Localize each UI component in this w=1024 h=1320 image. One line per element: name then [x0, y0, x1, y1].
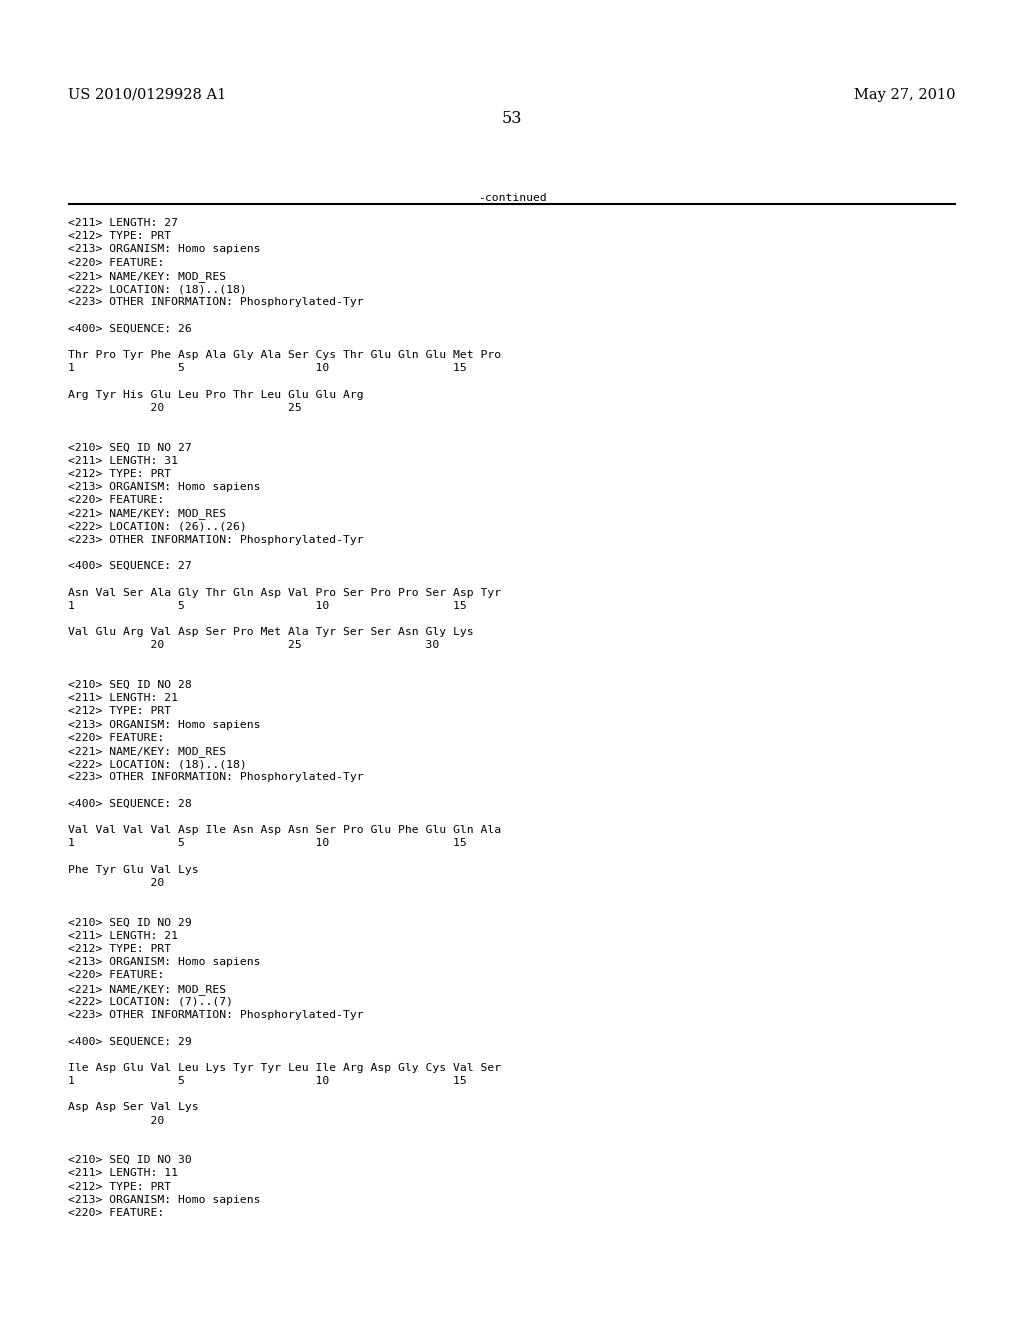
Text: <212> TYPE: PRT: <212> TYPE: PRT	[68, 231, 171, 242]
Text: <212> TYPE: PRT: <212> TYPE: PRT	[68, 1181, 171, 1192]
Text: -continued: -continued	[477, 193, 547, 203]
Text: <210> SEQ ID NO 27: <210> SEQ ID NO 27	[68, 442, 191, 453]
Text: Asp Asp Ser Val Lys: Asp Asp Ser Val Lys	[68, 1102, 199, 1113]
Text: <212> TYPE: PRT: <212> TYPE: PRT	[68, 944, 171, 954]
Text: Thr Pro Tyr Phe Asp Ala Gly Ala Ser Cys Thr Glu Gln Glu Met Pro: Thr Pro Tyr Phe Asp Ala Gly Ala Ser Cys …	[68, 350, 501, 360]
Text: <222> LOCATION: (7)..(7): <222> LOCATION: (7)..(7)	[68, 997, 233, 1007]
Text: Asn Val Ser Ala Gly Thr Gln Asp Val Pro Ser Pro Pro Ser Asp Tyr: Asn Val Ser Ala Gly Thr Gln Asp Val Pro …	[68, 587, 501, 598]
Text: <220> FEATURE:: <220> FEATURE:	[68, 257, 164, 268]
Text: <222> LOCATION: (18)..(18): <222> LOCATION: (18)..(18)	[68, 759, 247, 770]
Text: May 27, 2010: May 27, 2010	[854, 88, 956, 102]
Text: 1               5                   10                  15: 1 5 10 15	[68, 601, 467, 611]
Text: <223> OTHER INFORMATION: Phosphorylated-Tyr: <223> OTHER INFORMATION: Phosphorylated-…	[68, 535, 364, 545]
Text: 1               5                   10                  15: 1 5 10 15	[68, 363, 467, 374]
Text: <211> LENGTH: 21: <211> LENGTH: 21	[68, 931, 178, 941]
Text: <213> ORGANISM: Homo sapiens: <213> ORGANISM: Homo sapiens	[68, 482, 260, 492]
Text: <223> OTHER INFORMATION: Phosphorylated-Tyr: <223> OTHER INFORMATION: Phosphorylated-…	[68, 772, 364, 783]
Text: <211> LENGTH: 27: <211> LENGTH: 27	[68, 218, 178, 228]
Text: <220> FEATURE:: <220> FEATURE:	[68, 1208, 164, 1218]
Text: <213> ORGANISM: Homo sapiens: <213> ORGANISM: Homo sapiens	[68, 957, 260, 968]
Text: 20: 20	[68, 878, 164, 888]
Text: <210> SEQ ID NO 29: <210> SEQ ID NO 29	[68, 917, 191, 928]
Text: <211> LENGTH: 21: <211> LENGTH: 21	[68, 693, 178, 704]
Text: <222> LOCATION: (18)..(18): <222> LOCATION: (18)..(18)	[68, 284, 247, 294]
Text: <213> ORGANISM: Homo sapiens: <213> ORGANISM: Homo sapiens	[68, 1195, 260, 1205]
Text: <400> SEQUENCE: 26: <400> SEQUENCE: 26	[68, 323, 191, 334]
Text: 20                  25                  30: 20 25 30	[68, 640, 439, 651]
Text: 53: 53	[502, 110, 522, 127]
Text: <210> SEQ ID NO 28: <210> SEQ ID NO 28	[68, 680, 191, 690]
Text: <400> SEQUENCE: 29: <400> SEQUENCE: 29	[68, 1036, 191, 1047]
Text: <400> SEQUENCE: 28: <400> SEQUENCE: 28	[68, 799, 191, 809]
Text: <212> TYPE: PRT: <212> TYPE: PRT	[68, 706, 171, 717]
Text: <211> LENGTH: 11: <211> LENGTH: 11	[68, 1168, 178, 1179]
Text: <220> FEATURE:: <220> FEATURE:	[68, 970, 164, 981]
Text: <213> ORGANISM: Homo sapiens: <213> ORGANISM: Homo sapiens	[68, 719, 260, 730]
Text: <222> LOCATION: (26)..(26): <222> LOCATION: (26)..(26)	[68, 521, 247, 532]
Text: Arg Tyr His Glu Leu Pro Thr Leu Glu Glu Arg: Arg Tyr His Glu Leu Pro Thr Leu Glu Glu …	[68, 389, 364, 400]
Text: <210> SEQ ID NO 30: <210> SEQ ID NO 30	[68, 1155, 191, 1166]
Text: Phe Tyr Glu Val Lys: Phe Tyr Glu Val Lys	[68, 865, 199, 875]
Text: Ile Asp Glu Val Leu Lys Tyr Tyr Leu Ile Arg Asp Gly Cys Val Ser: Ile Asp Glu Val Leu Lys Tyr Tyr Leu Ile …	[68, 1063, 501, 1073]
Text: <211> LENGTH: 31: <211> LENGTH: 31	[68, 455, 178, 466]
Text: <400> SEQUENCE: 27: <400> SEQUENCE: 27	[68, 561, 191, 572]
Text: <220> FEATURE:: <220> FEATURE:	[68, 733, 164, 743]
Text: <213> ORGANISM: Homo sapiens: <213> ORGANISM: Homo sapiens	[68, 244, 260, 255]
Text: US 2010/0129928 A1: US 2010/0129928 A1	[68, 88, 226, 102]
Text: 1               5                   10                  15: 1 5 10 15	[68, 1076, 467, 1086]
Text: <223> OTHER INFORMATION: Phosphorylated-Tyr: <223> OTHER INFORMATION: Phosphorylated-…	[68, 297, 364, 308]
Text: 20                  25: 20 25	[68, 403, 302, 413]
Text: <212> TYPE: PRT: <212> TYPE: PRT	[68, 469, 171, 479]
Text: Val Glu Arg Val Asp Ser Pro Met Ala Tyr Ser Ser Asn Gly Lys: Val Glu Arg Val Asp Ser Pro Met Ala Tyr …	[68, 627, 474, 638]
Text: <223> OTHER INFORMATION: Phosphorylated-Tyr: <223> OTHER INFORMATION: Phosphorylated-…	[68, 1010, 364, 1020]
Text: <221> NAME/KEY: MOD_RES: <221> NAME/KEY: MOD_RES	[68, 746, 226, 756]
Text: Val Val Val Val Asp Ile Asn Asp Asn Ser Pro Glu Phe Glu Gln Ala: Val Val Val Val Asp Ile Asn Asp Asn Ser …	[68, 825, 501, 836]
Text: <221> NAME/KEY: MOD_RES: <221> NAME/KEY: MOD_RES	[68, 983, 226, 994]
Text: 20: 20	[68, 1115, 164, 1126]
Text: <220> FEATURE:: <220> FEATURE:	[68, 495, 164, 506]
Text: <221> NAME/KEY: MOD_RES: <221> NAME/KEY: MOD_RES	[68, 271, 226, 281]
Text: <221> NAME/KEY: MOD_RES: <221> NAME/KEY: MOD_RES	[68, 508, 226, 519]
Text: 1               5                   10                  15: 1 5 10 15	[68, 838, 467, 849]
